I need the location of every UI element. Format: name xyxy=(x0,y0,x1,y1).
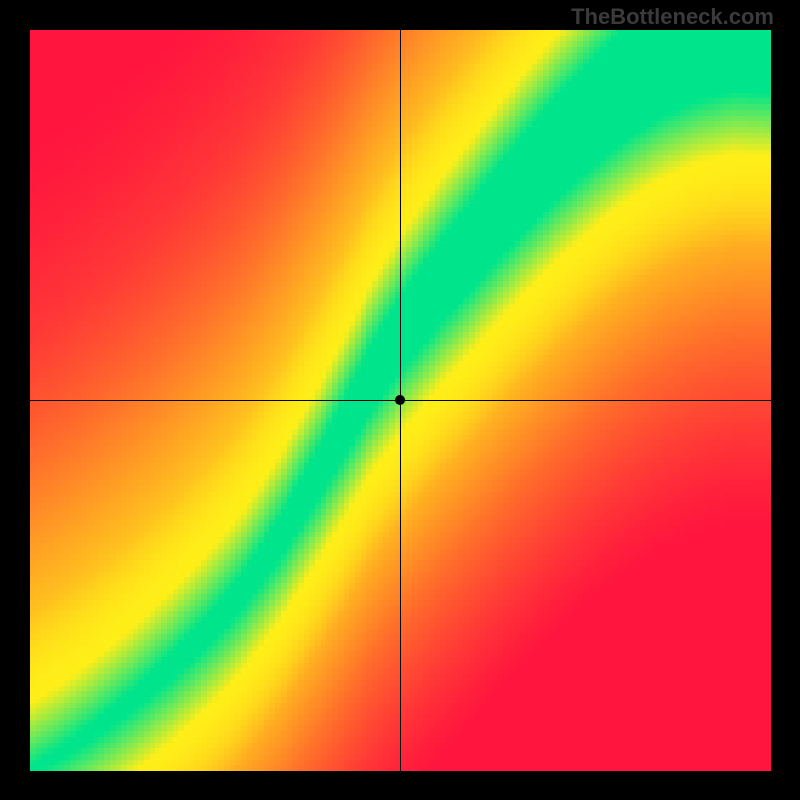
bottleneck-heatmap xyxy=(0,0,800,800)
chart-container: { "watermark": { "text": "TheBottleneck.… xyxy=(0,0,800,800)
